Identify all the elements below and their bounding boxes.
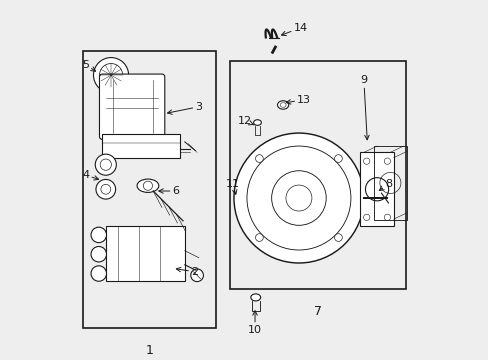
Text: 6: 6 [159,186,179,196]
Ellipse shape [277,101,288,109]
Bar [373,146,406,220]
Circle shape [363,214,369,221]
Ellipse shape [137,179,159,192]
Circle shape [365,178,388,201]
Circle shape [255,234,263,242]
Text: 2: 2 [176,267,198,277]
Bar [83,50,216,328]
Circle shape [255,155,263,162]
Circle shape [143,181,152,190]
Text: 8: 8 [379,179,391,190]
Circle shape [93,58,128,93]
Circle shape [233,133,363,263]
Circle shape [100,159,111,170]
Circle shape [91,247,106,262]
Circle shape [271,171,325,225]
Text: 14: 14 [281,23,307,36]
Circle shape [334,234,342,242]
Circle shape [99,64,122,87]
Circle shape [285,185,311,211]
Bar [102,134,179,158]
Text: 11: 11 [226,179,240,194]
Ellipse shape [280,103,285,107]
Bar [230,61,405,289]
Circle shape [384,158,390,164]
FancyBboxPatch shape [99,74,164,139]
Text: 9: 9 [360,75,368,140]
Circle shape [190,269,203,282]
Circle shape [384,214,390,221]
Text: 12: 12 [237,116,254,126]
Text: 10: 10 [247,311,262,335]
Text: 5: 5 [82,60,95,71]
Circle shape [101,184,110,194]
Circle shape [91,227,106,243]
Ellipse shape [253,120,261,125]
Bar [360,152,393,226]
Text: 4: 4 [82,170,99,180]
Text: 3: 3 [167,102,202,114]
Ellipse shape [250,294,260,301]
Circle shape [246,146,350,250]
Circle shape [363,158,369,164]
Circle shape [334,155,342,162]
Text: 13: 13 [285,95,310,105]
Text: 7: 7 [314,305,322,318]
Bar [105,226,184,280]
Circle shape [95,154,116,175]
Circle shape [91,266,106,281]
Circle shape [96,179,115,199]
Text: 1: 1 [145,344,153,357]
